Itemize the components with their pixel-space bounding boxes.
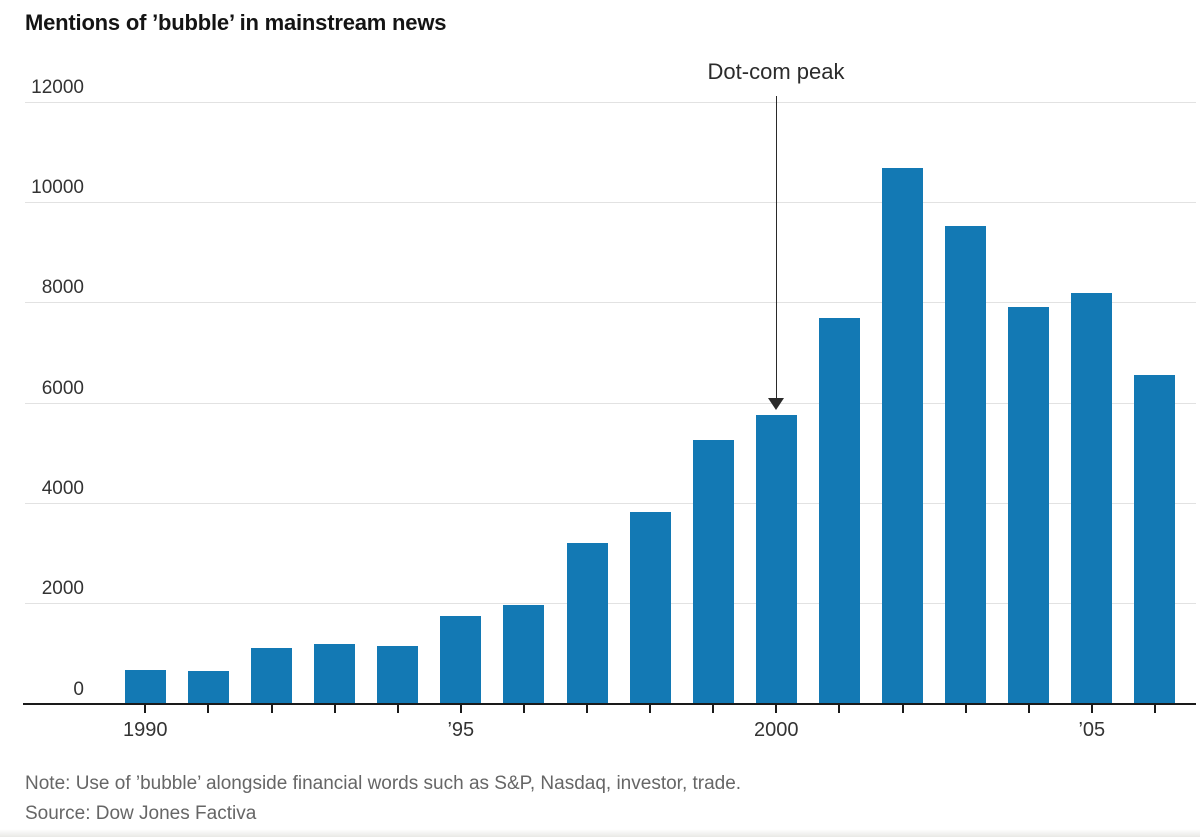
bar-2005 bbox=[1071, 292, 1113, 704]
x-axis-tick-1996 bbox=[522, 705, 525, 713]
bar-1992 bbox=[251, 648, 292, 704]
bar-1999 bbox=[692, 439, 734, 704]
x-axis-tick-1994 bbox=[396, 705, 399, 713]
bar-2004 bbox=[1008, 307, 1050, 704]
bar-2003 bbox=[945, 225, 987, 704]
y-axis-label-2000: 2000 bbox=[41, 578, 84, 600]
bar-1994 bbox=[377, 646, 419, 704]
x-axis-tick-2003 bbox=[964, 705, 967, 713]
x-axis-tick-2005 bbox=[1090, 705, 1093, 713]
bar-2002 bbox=[882, 167, 923, 704]
bar-1998 bbox=[629, 511, 671, 704]
x-axis-tick-1992 bbox=[270, 705, 273, 713]
x-axis-line bbox=[23, 702, 1196, 705]
chart-title: Mentions of ’bubble’ in mainstream news bbox=[25, 10, 447, 35]
bar-2006 bbox=[1134, 375, 1176, 704]
annotation-label: Dot-com peak bbox=[707, 59, 845, 84]
gridline-12000 bbox=[25, 101, 1196, 103]
x-axis-tick-1998 bbox=[649, 705, 652, 713]
x-axis-tick-1990 bbox=[144, 705, 147, 713]
x-axis-tick-2006 bbox=[1153, 705, 1156, 713]
bar-2001 bbox=[818, 318, 860, 704]
y-axis-label-0: 0 bbox=[73, 678, 84, 700]
x-axis-tick-1993 bbox=[333, 705, 336, 713]
bar-1997 bbox=[566, 542, 608, 704]
y-axis-label-4000: 4000 bbox=[41, 477, 84, 499]
x-axis-tick-1991 bbox=[207, 705, 210, 713]
x-axis-tick-2004 bbox=[1027, 705, 1030, 713]
bar-1991 bbox=[187, 670, 229, 704]
gridline-8000 bbox=[25, 302, 1196, 304]
x-axis-tick-2000 bbox=[775, 705, 778, 713]
bar-1990 bbox=[124, 670, 166, 704]
gridline-4000 bbox=[25, 502, 1196, 504]
bar-1993 bbox=[314, 643, 356, 704]
gridline-2000 bbox=[25, 603, 1196, 605]
bottom-edge-divider bbox=[0, 829, 1200, 837]
bar-1996 bbox=[503, 605, 545, 704]
x-axis-label-1990: 1990 bbox=[123, 719, 168, 741]
bar-2000 bbox=[755, 414, 797, 704]
annotation-arrowhead-icon bbox=[768, 398, 784, 410]
x-axis-tick-1997 bbox=[586, 705, 588, 713]
chart-note: Note: Use of ’bubble’ alongside financia… bbox=[25, 773, 742, 794]
y-axis-label-12000: 12000 bbox=[31, 76, 84, 98]
x-axis-tick-1999 bbox=[712, 705, 715, 713]
x-axis-tick-1995 bbox=[459, 705, 462, 713]
x-axis-label-1995: ’95 bbox=[447, 719, 475, 741]
gridline-10000 bbox=[25, 202, 1196, 203]
x-axis-tick-2002 bbox=[901, 705, 904, 713]
y-axis-label-10000: 10000 bbox=[31, 177, 84, 198]
x-axis-label-2000: 2000 bbox=[754, 719, 799, 741]
chart-source: Source: Dow Jones Factiva bbox=[25, 803, 257, 824]
annotation-arrow-line bbox=[775, 96, 778, 398]
bar-1995 bbox=[440, 616, 482, 704]
y-axis-label-8000: 8000 bbox=[41, 277, 84, 299]
y-axis-label-6000: 6000 bbox=[41, 377, 84, 399]
x-axis-label-2005: ’05 bbox=[1078, 719, 1106, 741]
gridline-6000 bbox=[25, 402, 1196, 404]
x-axis-tick-2001 bbox=[838, 705, 841, 713]
